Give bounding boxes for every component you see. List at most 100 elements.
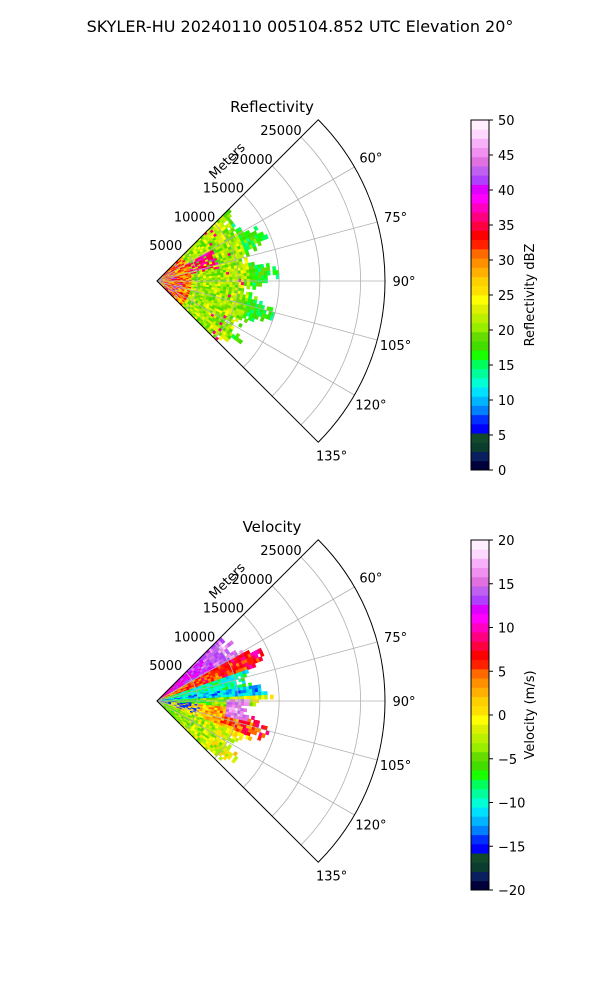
colorbar-swatch <box>471 239 489 250</box>
data-cell <box>220 639 226 645</box>
grid-spoke <box>156 641 378 702</box>
data-cell <box>232 273 236 278</box>
grid-spoke <box>156 700 378 761</box>
colorbar-tick-label: −5 <box>498 753 517 768</box>
data-cell <box>252 246 258 252</box>
polar-frame <box>156 119 386 443</box>
angle-tick-label: 105° <box>380 339 411 354</box>
colorbar-swatch <box>471 843 489 854</box>
colorbar-swatch <box>471 276 489 287</box>
data-cell <box>220 277 225 281</box>
angle-tick-label: 90° <box>392 695 415 710</box>
data-cell <box>251 663 257 669</box>
colorbar-tick-label: 30 <box>498 254 515 269</box>
data-cell <box>243 708 248 713</box>
colorbar-swatch <box>471 862 489 872</box>
colorbar-swatch <box>471 414 489 425</box>
data-cell <box>246 695 251 700</box>
colorbar-tick-label: 0 <box>498 709 506 724</box>
polar-frame <box>156 539 386 863</box>
colorbar-swatch <box>471 761 489 771</box>
colorbar-label: Velocity (m/s) <box>523 670 538 759</box>
data-cell <box>240 276 245 280</box>
data-cell <box>266 266 271 272</box>
data-cell <box>223 277 228 281</box>
angle-tick-label: 75° <box>384 211 407 226</box>
colorbar-swatch <box>471 460 489 471</box>
colorbar-swatch <box>471 350 489 360</box>
colorbar-swatch <box>471 687 489 697</box>
colorbar-tick-label: 5 <box>498 665 506 680</box>
data-cell <box>243 702 248 707</box>
colorbar-swatch <box>471 853 489 863</box>
data-cell <box>257 241 262 247</box>
data-cell <box>265 262 270 268</box>
colorbar-swatch <box>471 622 489 633</box>
radial-tick-label: 10000 <box>174 210 215 225</box>
colorbar-swatch <box>471 341 489 351</box>
data-cell <box>237 338 244 345</box>
figure-suptitle: SKYLER-HU 20240110 005104.852 UTC Elevat… <box>87 17 514 36</box>
data-cell <box>229 276 233 281</box>
data-cell <box>220 697 225 701</box>
angle-tick-label: 135° <box>316 450 347 465</box>
grid-spoke <box>156 221 378 282</box>
data-cell <box>254 314 260 320</box>
grid-spoke <box>156 280 355 396</box>
colorbar-tick-label: 10 <box>498 622 515 637</box>
colorbar-tick-label: 40 <box>498 184 515 199</box>
colorbar-swatch <box>471 715 489 725</box>
grid-spoke <box>156 586 355 702</box>
colorbar-swatch <box>471 724 489 734</box>
data-cell <box>240 282 245 286</box>
colorbar-swatch <box>471 377 489 388</box>
data-cell <box>230 738 236 744</box>
data-cell <box>261 695 265 700</box>
radial-tick-label: 25000 <box>260 544 301 559</box>
velocity-panel: Velocity 5000 10000 15000 20000 25000 60… <box>149 518 538 899</box>
radial-tick-label: 5000 <box>149 239 182 254</box>
colorbar-swatch <box>471 549 489 559</box>
data-cell <box>240 702 245 706</box>
data-cell <box>238 735 244 741</box>
data-cell <box>243 275 248 280</box>
colorbar-swatch <box>471 423 489 434</box>
data-cell <box>263 234 269 240</box>
data-cell <box>243 695 248 700</box>
reflectivity-panel: Reflectivity 5000 10000 15000 20000 2500… <box>149 98 538 479</box>
grid-spoke <box>156 700 355 816</box>
data-cell <box>243 318 249 324</box>
radial-tick-labels: 5000 10000 15000 20000 25000 <box>149 544 301 674</box>
data-cell <box>229 696 233 701</box>
colorbar-tick-label: 15 <box>498 359 515 374</box>
colorbar-swatch <box>471 331 489 342</box>
colorbar-swatch <box>471 880 489 891</box>
data-cell <box>246 275 251 280</box>
colorbar-swatch <box>471 604 489 615</box>
colorbar-swatch <box>471 733 489 744</box>
colorbar-tick-label: 35 <box>498 219 515 234</box>
colorbar-swatch <box>471 184 489 195</box>
colorbar-swatch <box>471 433 489 443</box>
data-cell <box>226 213 233 219</box>
data-cell <box>249 702 254 707</box>
colorbar-swatch <box>471 641 489 651</box>
colorbar-swatch <box>471 770 489 780</box>
data-cell <box>252 702 257 707</box>
data-cell <box>255 695 260 700</box>
radial-tick-label: 20000 <box>231 153 272 168</box>
data-cell <box>218 335 224 341</box>
colorbar-swatch <box>471 304 489 314</box>
colorbar-swatch <box>471 405 489 416</box>
colorbar-swatch <box>471 576 489 587</box>
colorbar-swatch <box>471 166 489 176</box>
colorbar-swatch <box>471 742 489 753</box>
colorbar-swatch <box>471 322 489 333</box>
colorbar-swatch <box>471 295 489 305</box>
colorbar-swatch <box>471 230 489 241</box>
colorbar-swatch <box>471 202 489 213</box>
data-cell <box>249 695 254 700</box>
data-cell <box>257 687 262 693</box>
data-cell <box>258 656 264 662</box>
data-cell <box>259 651 265 658</box>
